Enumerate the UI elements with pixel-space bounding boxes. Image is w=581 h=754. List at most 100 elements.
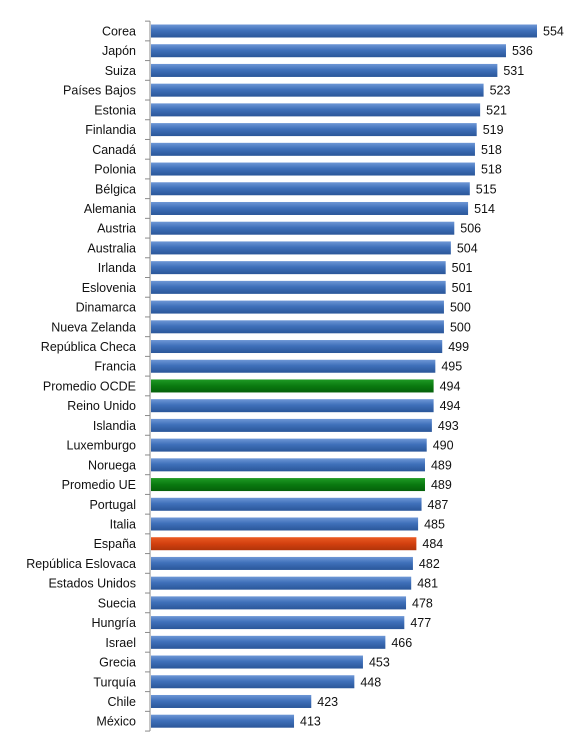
value-label: 487 — [428, 498, 449, 512]
bar-33 — [151, 655, 363, 669]
category-label: Noruega — [88, 458, 136, 472]
value-label: 531 — [503, 64, 524, 78]
bar-27 — [151, 537, 417, 551]
value-label: 423 — [317, 695, 338, 709]
value-label: 484 — [422, 537, 443, 551]
category-label: Australia — [87, 241, 136, 255]
category-label: Eslovenia — [82, 281, 136, 295]
value-label: 494 — [440, 379, 461, 393]
value-label: 495 — [441, 360, 462, 374]
category-label: Promedio UE — [62, 478, 136, 492]
bar-34 — [151, 675, 355, 689]
bar-3 — [151, 63, 498, 77]
category-label: Suiza — [105, 64, 136, 78]
category-label: Nueva Zelanda — [51, 320, 136, 334]
category-label: Suecia — [98, 596, 136, 610]
bar-10 — [151, 201, 469, 215]
value-label: 514 — [474, 202, 495, 216]
value-label: 466 — [391, 636, 412, 650]
category-label: Portugal — [89, 498, 136, 512]
value-label: 521 — [486, 103, 507, 117]
value-label: 481 — [417, 577, 438, 591]
bar-22 — [151, 438, 427, 452]
bar-6 — [151, 123, 477, 137]
bar-21 — [151, 418, 432, 432]
category-label: Grecia — [99, 656, 136, 670]
category-label: Luxemburgo — [67, 439, 137, 453]
value-label: 482 — [419, 557, 440, 571]
category-label: Israel — [105, 636, 136, 650]
bar-7 — [151, 142, 475, 156]
bar-24 — [151, 478, 425, 492]
category-label: España — [94, 537, 136, 551]
category-label: Finlandia — [85, 123, 136, 137]
bar-25 — [151, 497, 422, 511]
category-label: Estados Unidos — [48, 577, 136, 591]
bar-19 — [151, 379, 434, 393]
bar-31 — [151, 616, 405, 630]
value-label: 499 — [448, 340, 469, 354]
category-label: Estonia — [94, 103, 136, 117]
value-label: 448 — [360, 675, 381, 689]
bar-16 — [151, 320, 444, 334]
value-label: 504 — [457, 241, 478, 255]
value-label: 494 — [440, 399, 461, 413]
category-label: Italia — [110, 518, 136, 532]
value-label: 413 — [300, 715, 321, 729]
value-label: 515 — [476, 182, 497, 196]
bar-14 — [151, 280, 446, 294]
category-label: Turquía — [93, 675, 136, 689]
value-label: 500 — [450, 301, 471, 315]
value-label: 485 — [424, 518, 445, 532]
category-label: Alemania — [84, 202, 136, 216]
value-label: 536 — [512, 44, 533, 58]
bar-11 — [151, 221, 455, 235]
bar-12 — [151, 241, 451, 255]
value-label: 500 — [450, 320, 471, 334]
bar-23 — [151, 458, 425, 472]
category-label: Irlanda — [98, 261, 136, 275]
bar-9 — [151, 182, 470, 196]
value-label: 453 — [369, 656, 390, 670]
bar-2 — [151, 44, 506, 58]
category-label: República Eslovaca — [26, 557, 136, 571]
bar-36 — [151, 714, 295, 728]
category-label: Japón — [102, 44, 136, 58]
bar-15 — [151, 300, 444, 314]
category-label: Corea — [102, 25, 136, 39]
value-label: 489 — [431, 478, 452, 492]
bar-20 — [151, 399, 434, 413]
category-label: Francia — [94, 360, 136, 374]
category-label: Polonia — [94, 163, 136, 177]
category-label: Hungría — [92, 616, 137, 630]
value-label: 493 — [438, 419, 459, 433]
value-label: 518 — [481, 163, 502, 177]
bar-32 — [151, 635, 386, 649]
bar-18 — [151, 359, 436, 373]
category-label: Promedio OCDE — [43, 379, 136, 393]
category-label: Reino Unido — [67, 399, 136, 413]
bar-17 — [151, 340, 443, 354]
category-label: Dinamarca — [76, 301, 136, 315]
value-label: 523 — [490, 84, 511, 98]
value-label: 518 — [481, 143, 502, 157]
category-label: Bélgica — [95, 182, 136, 196]
bar-13 — [151, 261, 446, 275]
axis-layer — [145, 20, 151, 732]
value-label: 478 — [412, 596, 433, 610]
value-label: 519 — [483, 123, 504, 137]
value-label: 506 — [460, 222, 481, 236]
value-label: 477 — [410, 616, 431, 630]
category-label: República Checa — [41, 340, 136, 354]
value-label: 501 — [452, 281, 473, 295]
bar-29 — [151, 576, 412, 590]
value-label: 489 — [431, 458, 452, 472]
bar-1 — [151, 24, 537, 38]
category-label: Canadá — [92, 143, 136, 157]
bar-4 — [151, 83, 484, 97]
category-label: Chile — [108, 695, 137, 709]
value-label: 554 — [543, 25, 564, 39]
bar-5 — [151, 103, 481, 117]
category-label: Países Bajos — [63, 84, 136, 98]
